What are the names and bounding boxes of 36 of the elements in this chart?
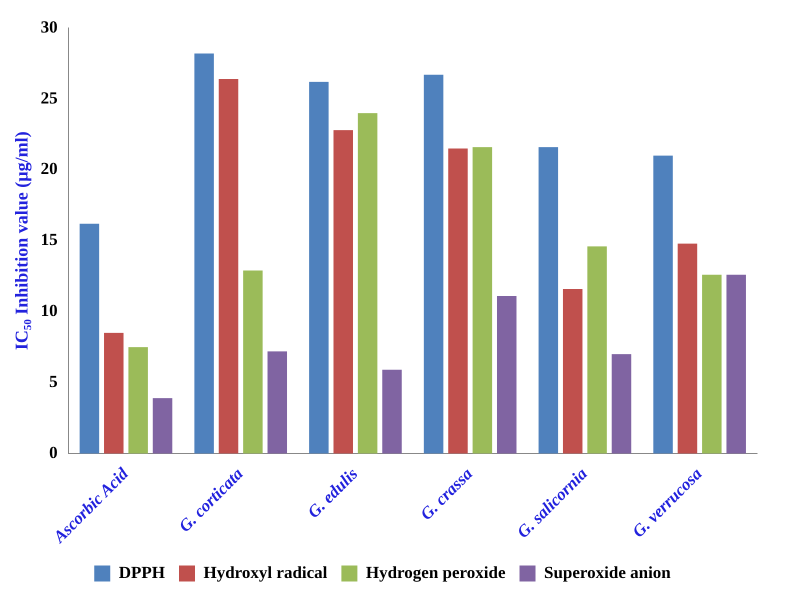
bar: [726, 274, 746, 454]
y-tick-label: 10: [40, 301, 58, 320]
y-tick-label: 15: [40, 230, 58, 250]
y-tick-label: 20: [40, 159, 58, 178]
bar: [424, 74, 444, 454]
bar: [104, 332, 124, 454]
y-axis-title: IC₅₀ Inhibition value (µg/ml): [11, 131, 32, 350]
bar: [243, 270, 263, 454]
y-tick-label: 30: [40, 17, 58, 36]
bar: [562, 288, 582, 454]
bar: [309, 82, 329, 454]
bar: [702, 274, 722, 454]
bar: [382, 370, 402, 454]
bar: [358, 113, 378, 454]
legend-label: Hydrogen peroxide: [366, 562, 506, 582]
bar: [587, 246, 607, 454]
bar: [612, 354, 632, 454]
bar: [128, 347, 148, 454]
bar: [653, 156, 673, 454]
bar: [472, 147, 492, 454]
bar: [333, 130, 353, 454]
bar: [218, 79, 238, 454]
y-tick-label: 25: [40, 88, 58, 108]
bar: [678, 244, 698, 454]
bar: [268, 351, 288, 454]
bar: [538, 147, 558, 454]
bar: [80, 224, 100, 454]
bar: [152, 398, 172, 454]
bar: [448, 148, 468, 454]
bar: [496, 296, 516, 454]
legend-label: DPPH: [118, 562, 166, 582]
y-tick-label: 5: [49, 372, 58, 391]
legend-label: Hydroxyl radical: [204, 562, 328, 582]
y-tick-label: 0: [49, 442, 58, 462]
legend-label: Superoxide anion: [544, 562, 672, 582]
bar: [194, 54, 214, 454]
